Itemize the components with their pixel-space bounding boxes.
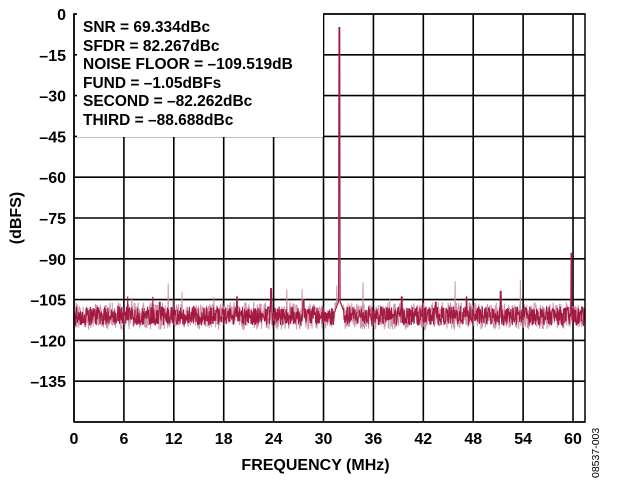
third-annotation: THIRD = –88.688dBc xyxy=(83,111,234,129)
y-tick-label: –105 xyxy=(30,293,66,310)
x-tick-label: 60 xyxy=(564,431,582,448)
y-tick-label: –45 xyxy=(39,129,66,146)
x-axis-title: FREQUENCY (MHz) xyxy=(241,457,389,474)
y-axis-title: (dBFS) xyxy=(8,192,25,244)
x-tick-label: 54 xyxy=(514,431,532,448)
fund-annotation: FUND = –1.05dBFs xyxy=(83,74,222,92)
y-tick-label: –60 xyxy=(39,170,66,187)
y-tick-label: –135 xyxy=(30,374,66,391)
x-tick-label: 36 xyxy=(365,431,383,448)
x-tick-label: 24 xyxy=(265,431,283,448)
x-tick-label: 0 xyxy=(70,431,79,448)
y-tick-label: 0 xyxy=(57,7,66,24)
y-tick-label: –90 xyxy=(39,252,66,269)
spectrum-trace-main xyxy=(73,27,586,327)
snr-annotation: SNR = 69.334dBc xyxy=(83,19,211,36)
figure-id: 08537-003 xyxy=(590,427,602,478)
x-tick-label: 30 xyxy=(315,431,333,448)
y-tick-label: –120 xyxy=(30,333,66,350)
y-tick-label: –15 xyxy=(39,48,66,65)
x-tick-label: 12 xyxy=(165,431,183,448)
y-tick-label: –75 xyxy=(39,211,66,228)
x-tick-labels: 0 6 12 18 24 30 36 42 48 54 60 xyxy=(70,431,582,448)
x-tick-label: 42 xyxy=(414,431,432,448)
x-tick-label: 6 xyxy=(119,431,128,448)
second-annotation: SECOND = –82.262dBc xyxy=(83,93,253,111)
x-tick-label: 48 xyxy=(464,431,482,448)
y-tick-label: –30 xyxy=(39,89,66,106)
measurement-annotations: SNR = 69.334dBc SFDR = 82.267dBc NOISE F… xyxy=(77,13,323,137)
noise-floor-annotation: NOISE FLOOR = –109.519dB xyxy=(83,56,293,74)
spectrum-trace xyxy=(73,27,586,331)
x-tick-label: 18 xyxy=(215,431,233,448)
plot-frame xyxy=(73,13,586,423)
sfdr-annotation: SFDR = 82.267dBc xyxy=(83,37,220,55)
y-tick-labels: 0 –15 –30 –45 –60 –75 –90 –105 –120 –135 xyxy=(30,7,66,391)
